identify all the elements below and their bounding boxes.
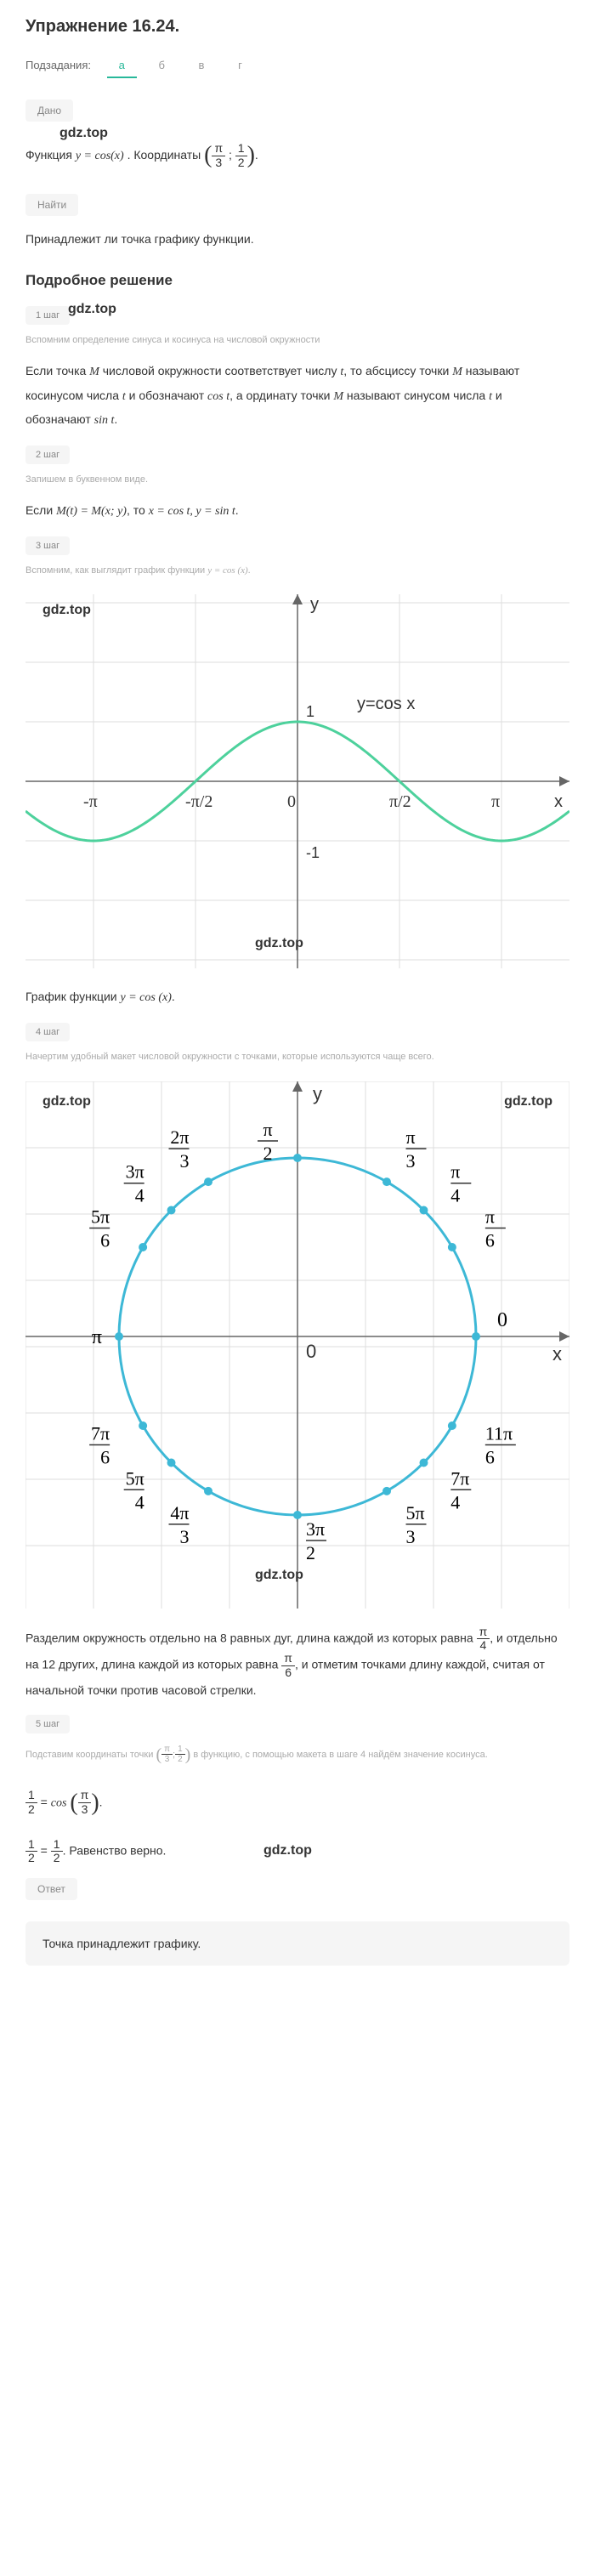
svg-text:0: 0 xyxy=(497,1309,507,1331)
tab-v[interactable]: в xyxy=(187,54,217,77)
watermark: gdz.top xyxy=(264,1838,312,1864)
svg-text:4: 4 xyxy=(135,1491,144,1512)
step1-text: Если точка M числовой окружности соответ… xyxy=(26,360,570,433)
svg-text:6: 6 xyxy=(485,1229,495,1251)
svg-text:4: 4 xyxy=(450,1491,460,1512)
svg-text:0: 0 xyxy=(306,1341,316,1362)
svg-text:7π: 7π xyxy=(450,1467,469,1489)
step5-note: Подставим координаты точки (π3;12) в фун… xyxy=(26,1742,570,1767)
svg-text:x: x xyxy=(554,792,563,811)
cosine-graph: gdz.top yxy=cos x-π-π/20π/2π1-1 gdz.top xyxy=(26,594,570,968)
step4-note: Начертим удобный макет числовой окружнос… xyxy=(26,1050,570,1064)
step2-text: Если M(t) = M(x; y), то x = cos t, y = s… xyxy=(26,499,570,524)
svg-text:5π: 5π xyxy=(91,1206,110,1227)
svg-text:0: 0 xyxy=(287,792,296,811)
svg-text:6: 6 xyxy=(485,1446,495,1467)
tab-g[interactable]: г xyxy=(226,54,254,77)
svg-text:3: 3 xyxy=(180,1150,190,1172)
solution-title: Подробное решение xyxy=(26,272,570,289)
text: Функция xyxy=(26,148,76,162)
answer-pill: Ответ xyxy=(26,1878,77,1900)
svg-text:y=cos x: y=cos x xyxy=(357,695,415,713)
svg-text:π: π xyxy=(92,1326,102,1348)
svg-text:π: π xyxy=(450,1160,460,1182)
svg-text:2: 2 xyxy=(264,1143,273,1164)
step2-note: Запишем в буквенном виде. xyxy=(26,473,570,487)
coord-x-num: π xyxy=(212,142,225,156)
step1-note: Вспомним определение синуса и косинуса н… xyxy=(26,333,570,348)
svg-text:5π: 5π xyxy=(406,1501,425,1523)
svg-text:6: 6 xyxy=(100,1446,110,1467)
step5-eq1: 12 = cos (π3). xyxy=(26,1780,570,1825)
svg-text:11π: 11π xyxy=(485,1422,513,1444)
svg-text:π: π xyxy=(485,1206,495,1227)
svg-text:-π: -π xyxy=(83,792,98,811)
step3-caption: График функции y = cos (x). xyxy=(26,985,570,1010)
step2-pill: 2 шаг xyxy=(26,445,70,464)
svg-text:3π: 3π xyxy=(126,1160,144,1182)
circle-svg: 0yxπ2π32π3π43π4π65π60π11π67π67π45π45π34π… xyxy=(26,1081,570,1609)
subtasks-row: Подзадания: а б в г xyxy=(26,54,570,78)
svg-text:3: 3 xyxy=(406,1525,416,1546)
step5-eq2: 12 = 12. Равенство верно. gdz.top xyxy=(26,1838,570,1865)
find-text: Принадлежит ли точка графику функции. xyxy=(26,229,570,250)
svg-text:1: 1 xyxy=(306,703,314,720)
step4-text: Разделим окружность отдельно на 8 равных… xyxy=(26,1626,570,1702)
watermark: gdz.top xyxy=(60,122,108,146)
svg-text:x: x xyxy=(552,1343,562,1365)
given-pill: Дано xyxy=(26,99,73,122)
svg-text:y: y xyxy=(310,595,319,614)
coord-y-num: 1 xyxy=(235,142,247,156)
text: . Координаты xyxy=(128,148,205,162)
svg-text:6: 6 xyxy=(100,1229,110,1251)
svg-text:π: π xyxy=(406,1126,416,1148)
svg-text:3: 3 xyxy=(180,1525,190,1546)
coord-x-den: 3 xyxy=(212,156,225,169)
given-text: gdz.top Функция y = cos(x) . Координаты … xyxy=(26,134,570,177)
svg-text:π/2: π/2 xyxy=(389,792,411,811)
step4-pill: 4 шаг xyxy=(26,1023,70,1041)
subtasks-label: Подзадания: xyxy=(26,59,91,71)
svg-text:3π: 3π xyxy=(306,1518,325,1540)
step1-pill: 1 шаг xyxy=(26,306,70,325)
svg-text:2: 2 xyxy=(306,1542,315,1563)
svg-text:4: 4 xyxy=(450,1184,460,1206)
svg-text:4: 4 xyxy=(135,1184,144,1206)
svg-text:5π: 5π xyxy=(126,1467,144,1489)
watermark: gdz.top xyxy=(68,302,116,317)
tab-a[interactable]: а xyxy=(107,54,137,78)
svg-text:y: y xyxy=(313,1083,322,1104)
svg-text:-π/2: -π/2 xyxy=(185,792,212,811)
svg-text:-1: -1 xyxy=(306,844,320,861)
find-pill: Найти xyxy=(26,194,78,216)
svg-text:4π: 4π xyxy=(170,1501,189,1523)
tab-b[interactable]: б xyxy=(146,54,176,77)
svg-text:π: π xyxy=(491,792,500,811)
step3-pill: 3 шаг xyxy=(26,536,70,555)
svg-text:3: 3 xyxy=(406,1150,416,1172)
step3-note: Вспомним, как выглядит график функции y … xyxy=(26,564,570,578)
coord-y-den: 2 xyxy=(235,156,247,169)
cosine-svg: y x y=cos x -π -π/2 0 π/2 π 1 -1 xyxy=(26,594,570,968)
func-expr: y = cos(x) xyxy=(76,150,124,162)
svg-text:π: π xyxy=(263,1119,272,1140)
exercise-title: Упражнение 16.24. xyxy=(26,17,570,37)
svg-text:7π: 7π xyxy=(91,1422,110,1444)
svg-text:2π: 2π xyxy=(170,1126,189,1148)
step5-pill: 5 шаг xyxy=(26,1715,70,1733)
unit-circle: gdz.top gdz.top 0yxπ2π32π3π43π4π65π60π11… xyxy=(26,1081,570,1609)
answer-box: Точка принадлежит графику. xyxy=(26,1921,570,1966)
